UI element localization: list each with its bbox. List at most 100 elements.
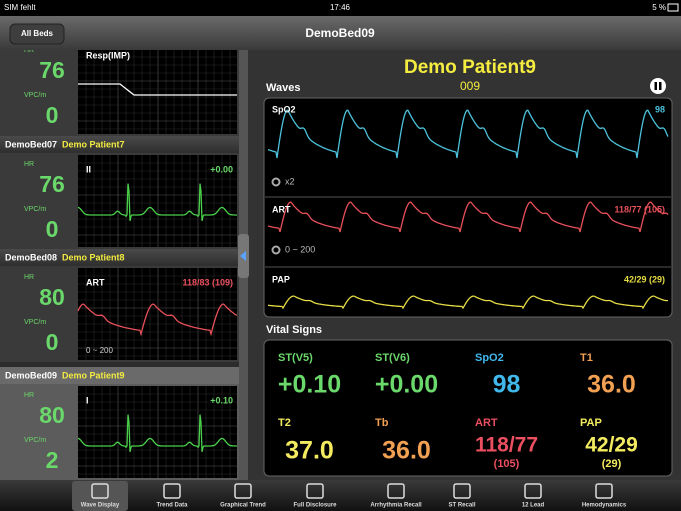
strip-label: SpO2 xyxy=(272,104,296,114)
vpc-label: VPC/m xyxy=(24,319,46,326)
tab-label[interactable]: Full Disclosure xyxy=(293,503,337,509)
vital-signs: ST(V5) +0.10 ST(V6) +0.00 SpO2 98 T1 36.0 T2 37.0… xyxy=(278,352,638,470)
vital-subvalue: (29) xyxy=(602,458,622,470)
wave-label: II xyxy=(86,164,91,174)
carrier: SIM fehlt xyxy=(4,3,36,12)
tab-label[interactable]: Trend Data xyxy=(156,503,188,509)
tab-icon[interactable] xyxy=(595,483,613,499)
vital-value: 118/77 xyxy=(475,434,538,457)
wave-value: 118/83 (109) xyxy=(182,277,233,287)
tabs: Wave Display Trend Data Graphical Trend Ful… xyxy=(72,481,627,511)
vitals-title: Vital Signs xyxy=(266,324,322,336)
tab-icon[interactable] xyxy=(306,483,324,499)
waveform xyxy=(77,414,237,453)
wave-strips: SpO2 98 x2 ART 118/77 (105) 0 ~ 200 PAP 42/29 (… xyxy=(265,104,671,310)
vpc-value: 0 xyxy=(46,102,59,128)
patient-name: Demo Patient9 xyxy=(404,57,536,78)
tab-label[interactable]: Hemodynamics xyxy=(582,503,627,509)
vital-value: +0.00 xyxy=(375,371,438,399)
vitals-box xyxy=(263,339,673,477)
bed-card-header xyxy=(0,249,239,266)
strip-gain: x2 xyxy=(285,176,295,186)
vital-subvalue: (105) xyxy=(494,458,520,470)
patient-name: Demo Patient8 xyxy=(62,252,125,262)
pause-button[interactable] xyxy=(650,78,666,94)
vital-label: ST(V6) xyxy=(375,352,410,364)
tab-icon[interactable] xyxy=(524,483,542,499)
wave-label: I xyxy=(86,395,89,405)
back-button[interactable] xyxy=(9,23,65,45)
hr-label: HR xyxy=(24,392,34,399)
waveform xyxy=(267,109,669,159)
nav-title: DemoBed09 xyxy=(305,26,375,40)
wave-box xyxy=(78,268,237,360)
vital-label: ST(V5) xyxy=(278,352,313,364)
tab-icon[interactable] xyxy=(91,483,109,499)
vpc-value: 2 xyxy=(46,447,59,473)
wave-scale: 0 ~ 200 xyxy=(86,346,113,355)
strip-value: 98 xyxy=(655,104,665,114)
vital-value: 36.0 xyxy=(587,371,636,399)
bed-name: DemoBed08 xyxy=(5,252,57,262)
vital-label: PAP xyxy=(580,417,602,429)
waveform xyxy=(78,83,237,96)
waveform xyxy=(267,295,669,310)
wave-label: ART xyxy=(86,277,105,287)
patient-name: Demo Patient7 xyxy=(62,139,125,149)
wave-box xyxy=(78,41,237,134)
pause-bar xyxy=(654,82,657,90)
vital-value: 37.0 xyxy=(285,437,334,465)
wave-value: +0.00 xyxy=(210,164,233,174)
bed-card-header xyxy=(0,367,239,384)
tab-label[interactable]: Wave Display xyxy=(81,503,120,509)
vital-label: T1 xyxy=(580,352,593,364)
tab-icon[interactable] xyxy=(453,483,471,499)
waves-title: Waves xyxy=(266,82,300,94)
bed-name: DemoBed09 xyxy=(5,370,57,380)
vital-value: 42/29 xyxy=(585,434,638,457)
vpc-value: 0 xyxy=(46,329,59,355)
hr-value: 76 xyxy=(39,57,65,83)
tab-label[interactable]: Graphical Trend xyxy=(220,503,266,509)
clock: 17:46 xyxy=(330,3,351,12)
tab-label[interactable]: 12 Lead xyxy=(522,503,545,509)
tab-label[interactable]: ST Recall xyxy=(448,503,475,509)
vital-label: T2 xyxy=(278,417,291,429)
vpc-label: VPC/m xyxy=(24,437,46,444)
vital-value: 36.0 xyxy=(382,437,431,465)
nav-bar xyxy=(0,16,681,50)
pause-bar xyxy=(659,82,662,90)
vital-label: Tb xyxy=(375,417,389,429)
hr-label: HR xyxy=(24,274,34,281)
strip-label: PAP xyxy=(272,274,290,284)
vpc-value: 0 xyxy=(46,216,59,242)
hr-value: 76 xyxy=(39,171,65,197)
vital-label: SpO2 xyxy=(475,352,504,364)
status-bar xyxy=(0,0,681,16)
tab-icon[interactable] xyxy=(234,483,252,499)
battery-level: 5 % xyxy=(652,3,666,12)
vital-label: ART xyxy=(475,417,498,429)
hr-label: HR xyxy=(24,161,34,168)
wave-value: +0.10 xyxy=(210,395,233,405)
tab-icon[interactable] xyxy=(163,483,181,499)
strip-value: 118/77 (105) xyxy=(614,204,665,214)
wave-label: Resp(IMP) xyxy=(86,50,130,60)
battery-icon xyxy=(667,3,679,12)
settings-icon[interactable] xyxy=(271,245,281,255)
back-button-label[interactable]: All Beds xyxy=(21,29,54,38)
tab-label[interactable]: Arrhythmia Recall xyxy=(370,503,422,509)
collapse-arrow xyxy=(240,251,246,261)
tab-icon[interactable] xyxy=(387,483,405,499)
tab-selected[interactable] xyxy=(72,481,128,511)
waveform xyxy=(77,303,238,337)
settings-icon[interactable] xyxy=(271,177,281,187)
hr-label: HR xyxy=(24,47,34,54)
vital-value: 98 xyxy=(493,371,521,399)
waves-box xyxy=(263,97,673,318)
strip-label: ART xyxy=(272,204,291,214)
patient-id: 009 xyxy=(460,79,480,93)
strip-value: 42/29 (29) xyxy=(624,274,665,284)
